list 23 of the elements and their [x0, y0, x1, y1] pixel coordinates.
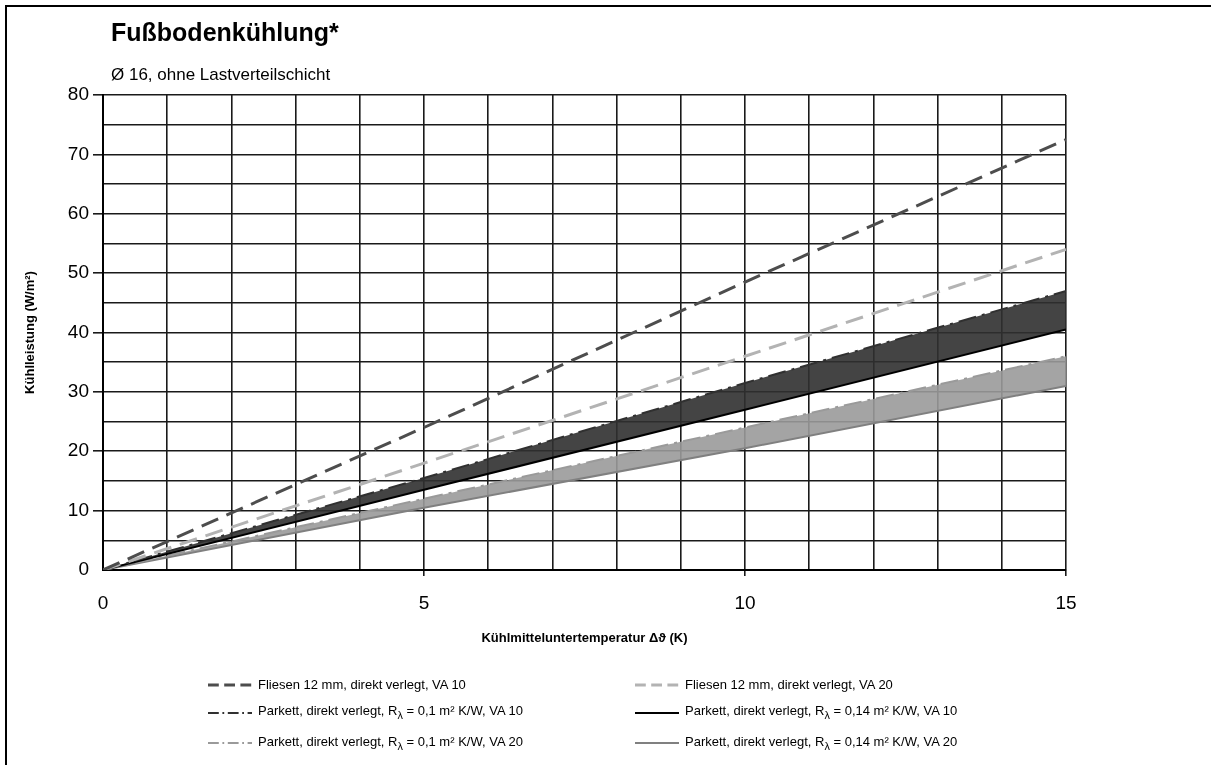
legend-label: Parkett, direkt verlegt, R$_{λ}$ = 0,1 m² K/W, VA 20: [258, 732, 523, 754]
y-tick-label: 80: [67, 83, 89, 105]
legend-label: Parkett, direkt verlegt, R$_{λ}$ = 0,14 m² K/W, VA 10: [685, 702, 958, 723]
y-tick-label: 40: [67, 320, 89, 342]
y-tick-label: 10: [67, 498, 89, 520]
legend-label: Fliesen 12 mm, direkt verlegt, VA 20: [685, 676, 893, 693]
x-tick-label: 0: [97, 591, 109, 613]
y-tick-label: 20: [67, 439, 89, 461]
y-axis-title: Kühlleistung (W/m²): [22, 271, 38, 394]
legend-label: Parkett, direkt verlegt, R$_{λ}$ = 0,14 m² K/W, VA 20: [685, 732, 958, 754]
y-tick-label: 30: [67, 380, 89, 402]
y-tick-label: 70: [67, 142, 89, 164]
chart-subtitle: Ø 16, ohne Lastverteilschicht: [111, 65, 331, 85]
x-tick-label: 10: [734, 591, 756, 613]
legend-label: Fliesen 12 mm, direkt verlegt, VA 10: [258, 676, 466, 693]
legend-label: Parkett, direkt verlegt, R$_{λ}$ = 0,1 m² K/W, VA 10: [258, 702, 523, 723]
y-tick-label: 0: [78, 558, 89, 580]
y-tick-label: 60: [67, 201, 89, 223]
x-axis-title: Kühlmitteluntertemperatur Δϑ (K): [481, 629, 688, 645]
y-tick-label: 50: [67, 261, 89, 283]
x-tick-label: 5: [418, 591, 430, 613]
chart-title: Fußbodenkühlung*: [111, 18, 339, 47]
x-tick-label: 15: [1055, 591, 1077, 613]
